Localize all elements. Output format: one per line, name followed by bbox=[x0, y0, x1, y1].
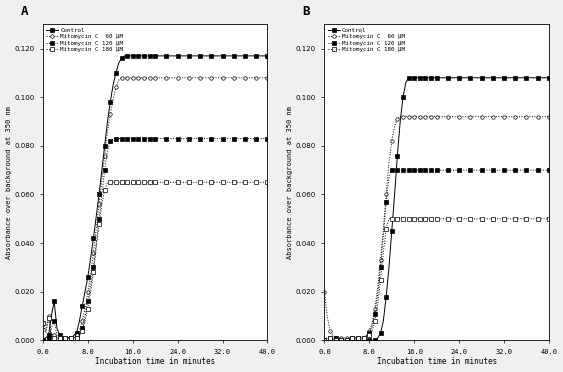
Text: B: B bbox=[302, 5, 310, 18]
Y-axis label: Absorbance over background at 350 nm: Absorbance over background at 350 nm bbox=[6, 106, 12, 259]
X-axis label: Incubation time in minutes: Incubation time in minutes bbox=[95, 357, 215, 366]
Legend: Control, Mitomycin C  60 μM, Mitomycin C 120 μM, Mitomycin C 180 μM: Control, Mitomycin C 60 μM, Mitomycin C … bbox=[46, 27, 124, 53]
X-axis label: Incubation time in minutes: Incubation time in minutes bbox=[377, 357, 497, 366]
Y-axis label: Absorbance over background at 350 nm: Absorbance over background at 350 nm bbox=[287, 106, 293, 259]
Legend: Control, Mitomycin C  60 μM, Mitomycin C 120 μM, Mitomycin C 180 μM: Control, Mitomycin C 60 μM, Mitomycin C … bbox=[327, 27, 405, 53]
Text: A: A bbox=[20, 5, 28, 18]
